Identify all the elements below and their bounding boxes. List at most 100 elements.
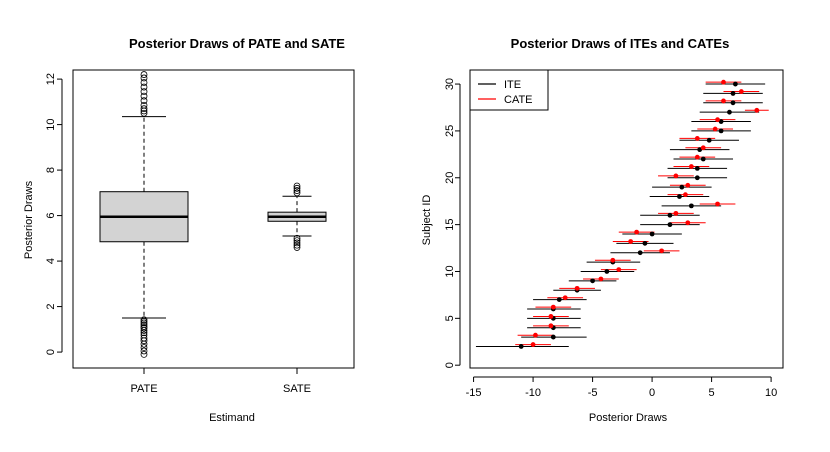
cate-point: [659, 248, 665, 254]
boxplot-x-tick-label: SATE: [283, 383, 311, 395]
forest-x-axis: -15 -10 -5 0 5 10: [466, 376, 777, 399]
pate-outlier: [140, 323, 148, 330]
cate-point: [562, 295, 568, 301]
forest-x-tick-label: -15: [466, 387, 482, 399]
ite-point: [518, 344, 524, 349]
boxplot-y-tick-label: 8: [45, 167, 57, 173]
boxplot-y-tick-label: 0: [45, 349, 57, 355]
cate-point: [700, 145, 706, 151]
boxplot-y-axis-label: Posterior Draws: [23, 180, 35, 259]
sate-outlier: [293, 241, 301, 249]
sate-outlier: [293, 239, 301, 247]
ite-point: [649, 231, 655, 237]
ite-point: [730, 100, 736, 106]
ite-point: [694, 175, 700, 181]
cate-point: [721, 98, 726, 104]
cate-point: [530, 342, 536, 347]
cate-point: [548, 323, 554, 329]
ite-point: [667, 222, 673, 228]
pate-outlier: [140, 83, 148, 91]
pate-outlier: [140, 316, 148, 324]
ite-point: [727, 109, 732, 115]
pate-outlier: [140, 109, 148, 117]
ite-point: [694, 165, 700, 171]
forest-x-axis-label: Posterior Draws: [589, 412, 668, 424]
ite-point: [642, 240, 648, 246]
cate-point: [628, 239, 634, 244]
ite-point: [679, 184, 685, 190]
forest-y-axis: 0 5 10 15 20 25 30: [444, 78, 461, 368]
forest-y-tick-label: 15: [444, 218, 456, 230]
pate-outlier: [140, 97, 148, 105]
pate-outlier: [140, 334, 148, 342]
forest-legend: ITE CATE: [469, 69, 549, 111]
sate-outlier: [293, 187, 301, 194]
pate-outlier: [140, 79, 148, 86]
boxplot-y-axis: 0 2 4 6 8 10 12: [45, 73, 63, 355]
cate-point: [694, 136, 700, 141]
boxplot-x-axis: PATE SATE: [130, 368, 311, 395]
cate-point: [685, 182, 691, 188]
cate-point: [598, 276, 604, 282]
boxplot-marks: [99, 71, 327, 358]
pate-outlier: [140, 331, 148, 339]
boxplot-title: Posterior Draws of PATE and SATE: [129, 36, 345, 51]
cate-point: [685, 220, 691, 226]
forest-x-tick-label: 0: [649, 387, 655, 399]
forest-x-tick-label: 5: [709, 387, 715, 399]
forest-x-tick-label: 10: [765, 387, 777, 399]
ite-point: [550, 334, 556, 340]
boxplot-y-tick-label: 10: [45, 118, 57, 130]
ite-point: [718, 128, 724, 134]
forest-y-axis-label: Subject ID: [421, 195, 433, 246]
sate-outlier: [293, 184, 301, 192]
boxplot-y-tick-label: 12: [45, 73, 57, 85]
forest-y-tick-label: 25: [444, 125, 456, 137]
forest-y-tick-label: 0: [444, 362, 456, 368]
forest-y-tick-label: 20: [444, 172, 456, 184]
cate-point: [574, 285, 580, 291]
cate-point: [550, 304, 556, 310]
pate-outlier: [140, 92, 148, 100]
forest-title: Posterior Draws of ITEs and CATEs: [511, 36, 730, 51]
boxplot-panel: Posterior Draws of PATE and SATE Estiman…: [23, 36, 355, 424]
cate-point: [712, 126, 718, 132]
ite-point: [667, 212, 673, 218]
cate-point: [683, 192, 688, 198]
cate-point: [715, 201, 720, 207]
boxplot-y-tick-label: 6: [45, 213, 57, 219]
boxplot-x-axis-label: Estimand: [209, 412, 255, 424]
boxplot-frame: [72, 69, 355, 369]
forest-frame: [469, 69, 784, 369]
forest-marks: [475, 79, 769, 349]
pate-outlier: [140, 344, 148, 351]
pate-outlier: [140, 101, 148, 109]
sate-outlier: [293, 237, 301, 245]
ite-point: [688, 203, 694, 209]
ite-point: [697, 147, 703, 153]
forest-y-tick-label: 10: [444, 265, 456, 277]
pate-outlier: [140, 74, 148, 82]
legend-cate-label: CATE: [504, 94, 533, 106]
ite-point: [732, 81, 738, 87]
boxplot-y-tick-label: 4: [45, 258, 57, 264]
cate-point: [548, 314, 554, 319]
ite-point: [700, 156, 706, 162]
sate-outlier: [293, 234, 301, 242]
ite-point: [730, 91, 736, 96]
ite-point: [637, 250, 643, 256]
cate-point: [738, 89, 744, 94]
pate-outlier: [140, 321, 148, 329]
pate-outlier: [140, 347, 148, 355]
ite-point: [604, 269, 610, 274]
cate-point: [715, 117, 720, 123]
cate-point: [673, 210, 679, 216]
ite-point: [706, 137, 712, 143]
cate-point: [754, 107, 760, 113]
sate-outlier: [293, 189, 301, 197]
cate-point: [533, 332, 538, 338]
cate-point: [616, 267, 622, 273]
pate-outlier: [140, 350, 148, 358]
ite-point: [590, 278, 595, 284]
